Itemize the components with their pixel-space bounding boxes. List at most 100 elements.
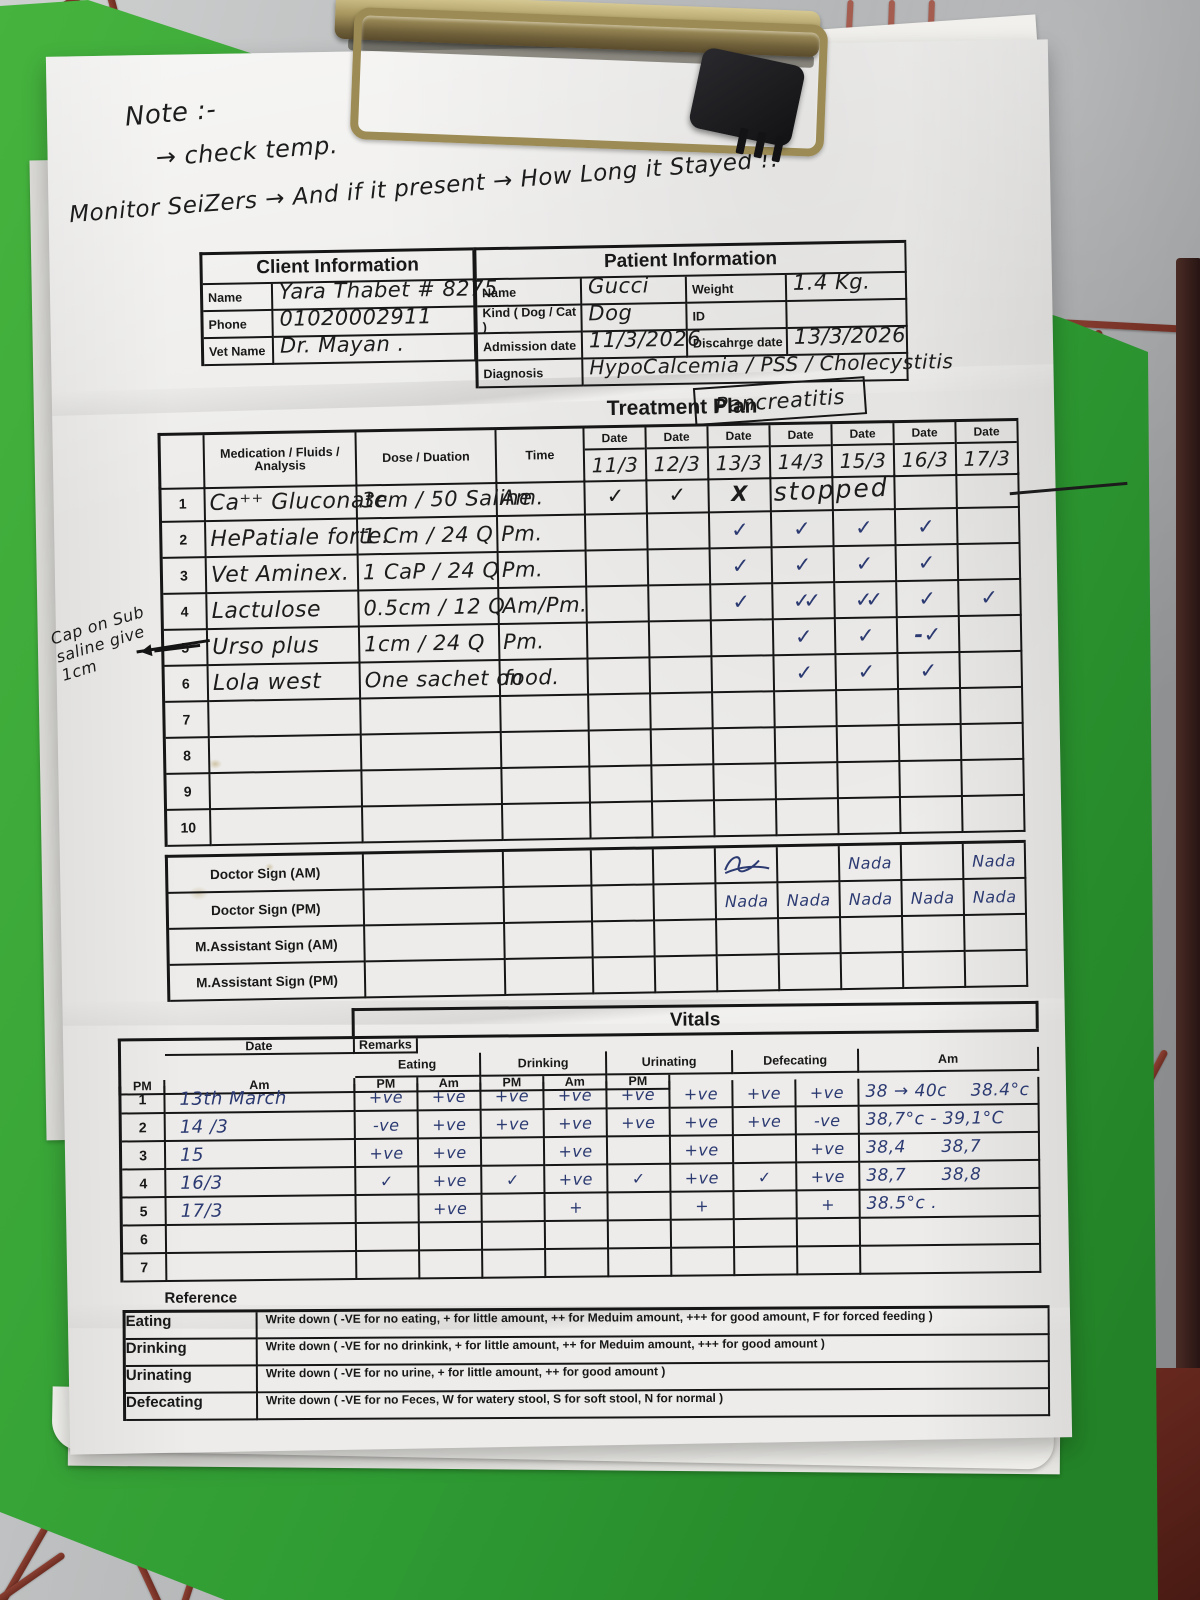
vitals-value-cell: +ve [670, 1080, 734, 1109]
vitals-date-cell [166, 1224, 358, 1255]
treatment-mark-cell [900, 796, 964, 835]
date-column-label: Date [894, 422, 955, 446]
reference-label: Urinating [125, 1366, 258, 1395]
treatment-checkmark: ✓ [857, 659, 876, 684]
vitals-value-cell: +ve [544, 1137, 609, 1167]
vitals-row-number: 7 [123, 1254, 168, 1283]
treatment-dose: 1 Cm / 24 Q [362, 522, 494, 549]
treatment-dose: One sachet on [364, 665, 524, 693]
vitals-value: +ve [432, 1142, 467, 1162]
signature-cell [655, 920, 718, 958]
vitals-remarks-cell: 38,4 38,7 [859, 1132, 1041, 1163]
treatment-time: Pm. [502, 629, 545, 654]
vitals-value-cell: +ve [418, 1082, 482, 1112]
patient-diagnosis-label: Diagnosis [478, 359, 584, 389]
treatment-mark-cell [838, 762, 901, 800]
treatment-mark-cell [590, 766, 653, 804]
treatment-mark-cell: -✓ [897, 616, 961, 655]
signature-cell [901, 843, 965, 882]
treatment-date-column: Date 14/3 [770, 424, 834, 480]
signature-empty-cell [505, 958, 595, 996]
vitals-value-cell: ✓ [356, 1167, 420, 1197]
treatment-mark-cell [838, 798, 902, 836]
treatment-checkmark: -✓ [914, 622, 942, 647]
vitals-date: 14 /3 [179, 1115, 229, 1138]
vitals-value: +ve [810, 1166, 846, 1186]
treatment-checkmark: ✓ [917, 550, 937, 575]
treatment-dose-cell: 1cm / 24 Q [359, 625, 501, 664]
vitals-value-cell: +ve [733, 1079, 797, 1109]
margin-note: Cap on Sub saline give 1cm [48, 601, 147, 685]
signature-row-label: M.Assistant Sign (AM) [169, 926, 366, 966]
signature-cell [655, 956, 719, 994]
signature-cell [903, 951, 967, 990]
treatment-checkmark: ✓ [980, 585, 999, 610]
vitals-value-cell: ✓ [608, 1164, 672, 1194]
treatment-mark-cell [589, 694, 652, 732]
treatment-col-dose: Dose / Duation [356, 430, 498, 487]
treatment-dose: 1 CaP / 24 Q [362, 558, 500, 585]
doctor-signature-name: Nada [724, 890, 769, 911]
vitals-value-cell [798, 1246, 862, 1276]
signature-cell [779, 918, 842, 956]
treatment-time-cell [502, 767, 591, 805]
vitals-value-cell: +ve [544, 1081, 608, 1111]
treatment-mark-cell: ✓ [836, 654, 900, 692]
vitals-value-cell: + [797, 1190, 861, 1220]
treatment-checkmark: ✓ [794, 624, 814, 649]
doctor-signature-name: Nada [972, 850, 1017, 871]
date-column-value: 14/3 [777, 449, 825, 475]
treatment-mark-cell: ✓ [895, 509, 959, 547]
treatment-mark-cell [776, 763, 839, 801]
signature-empty-cell [363, 851, 505, 891]
vitals-value: -ve [813, 1110, 841, 1130]
vitals-value-cell [735, 1247, 799, 1277]
treatment-mark-cell [837, 726, 901, 764]
treatment-col-medication: Medication / Fluids / Analysis [204, 432, 358, 490]
vitals-value: +ve [621, 1112, 656, 1132]
doctor-signature-scribble [724, 856, 770, 875]
vitals-date: 17/3 [180, 1199, 224, 1222]
treatment-mark-cell: ✓ [896, 544, 960, 583]
treatment-checkmark: ✓✓ [854, 587, 877, 612]
treatment-mark-cell [900, 760, 963, 799]
vitals-value-cell [608, 1192, 672, 1222]
reference-text: Write down ( -VE for no drinkink, + for … [257, 1335, 1050, 1367]
treatment-mark-cell: ✓ [773, 619, 837, 657]
treatment-time-cell: Pm. [499, 623, 589, 662]
signature-row: Doctor Sign (AM) Nada Nada [167, 842, 1027, 894]
vitals-value-cell: +ve [733, 1107, 797, 1137]
treatment-checkmark: ✓ [855, 551, 875, 576]
date-column-label: Date [770, 424, 831, 448]
treatment-time-cell: food. [500, 659, 590, 698]
signature-empty-cell [505, 922, 594, 960]
date-column-value: 17/3 [963, 446, 1011, 471]
treatment-medication-cell [211, 807, 364, 847]
vitals-value: +ve [558, 1141, 593, 1161]
treatment-row-number: 2 [162, 522, 207, 559]
signature-cell [653, 848, 717, 886]
treatment-checkmark: X [731, 481, 749, 506]
treatment-row-number: 3 [162, 558, 208, 595]
vitals-value-cell: + [671, 1192, 735, 1221]
treatment-date-column: Date 12/3 [646, 426, 710, 482]
treatment-mark-cell [775, 727, 839, 765]
signature-cell [841, 917, 904, 955]
vitals-value-cell [671, 1220, 736, 1249]
patient-name-label: Name [476, 278, 583, 308]
vitals-value-cell: ✓ [734, 1163, 798, 1193]
treatment-mark-cell [961, 687, 1024, 725]
doctor-signature-name: Nada [848, 888, 893, 909]
signature-row-label: Doctor Sign (AM) [167, 854, 365, 894]
date-column-label: Date [708, 425, 769, 449]
vitals-remarks: 38,7 38,8 [866, 1164, 982, 1186]
treatment-mark-cell: ✓✓ [835, 582, 898, 620]
treatment-mark-cell [590, 802, 654, 840]
treatment-mark-cell [585, 514, 649, 552]
treatment-mark-cell [957, 507, 1021, 545]
treatment-mark-cell [588, 658, 652, 696]
vitals-date-cell: 13th March [165, 1084, 356, 1115]
doctor-signature-name: Nada [910, 887, 955, 908]
treatment-checkmark: ✓ [795, 660, 814, 685]
vitals-date-cell: 17/3 [166, 1196, 357, 1227]
